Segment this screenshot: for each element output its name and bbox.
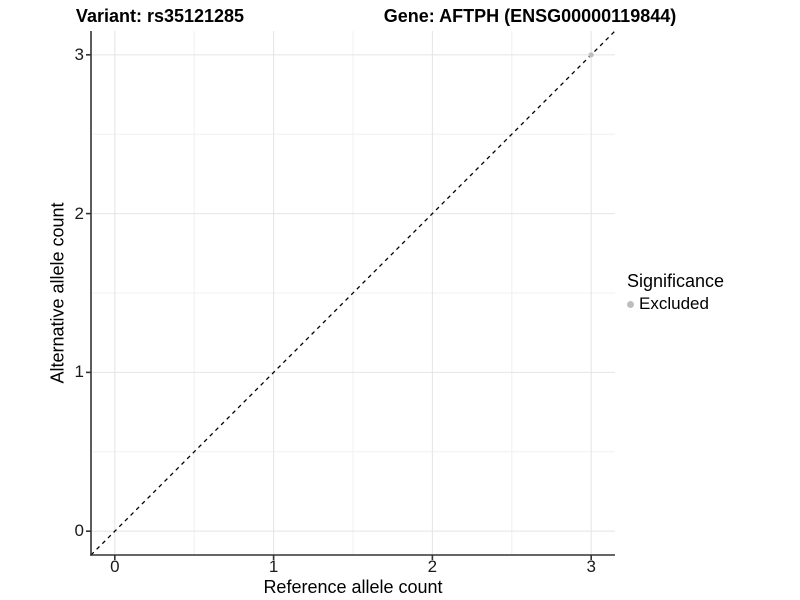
x-tick-label: 2 bbox=[427, 557, 438, 576]
variant-title: Variant: rs35121285 bbox=[75, 6, 245, 26]
x-tick-label: 3 bbox=[586, 557, 596, 576]
legend-title: Significance bbox=[627, 271, 725, 291]
x-tick-label: 1 bbox=[268, 557, 279, 576]
identity-line bbox=[90, 31, 616, 556]
y-tick-label: 3 bbox=[74, 44, 84, 64]
y-tick-label: 2 bbox=[74, 203, 84, 223]
y-axis-title: Alternative allele count bbox=[47, 202, 68, 384]
legend-items: Excluded bbox=[627, 294, 724, 314]
x-axis-title: Reference allele count bbox=[263, 577, 443, 597]
plot-panel bbox=[86, 31, 616, 560]
y-tick-label: 0 bbox=[74, 521, 84, 541]
legend-item: Excluded bbox=[627, 294, 724, 314]
y-tick-label: 1 bbox=[74, 362, 84, 382]
legend-item-label: Excluded bbox=[639, 294, 709, 313]
data-point bbox=[588, 52, 594, 58]
legend: Significance Excluded bbox=[627, 271, 724, 314]
legend-point-icon bbox=[627, 300, 634, 308]
x-tick-label: 0 bbox=[110, 557, 120, 576]
gene-title: Gene: AFTPH (ENSG00000119844) bbox=[383, 6, 677, 26]
